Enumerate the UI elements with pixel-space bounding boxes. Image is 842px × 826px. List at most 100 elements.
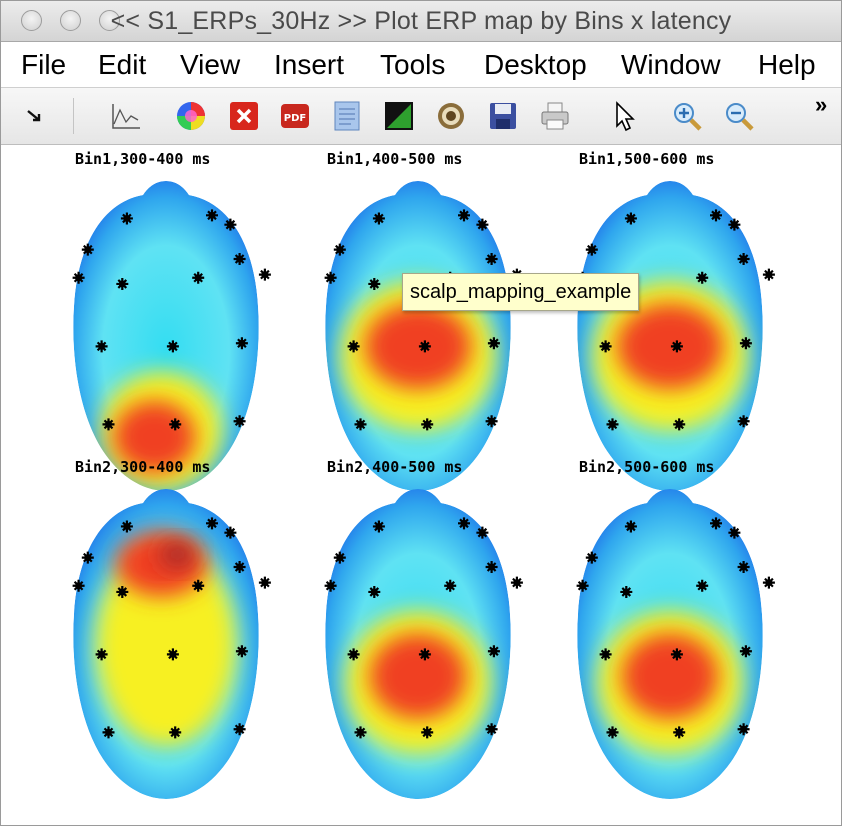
electrode-dot bbox=[742, 647, 750, 655]
electrode-dot bbox=[488, 725, 496, 733]
activation-blob bbox=[364, 303, 472, 389]
electrode-dot bbox=[478, 529, 486, 537]
scalp-map[interactable] bbox=[555, 181, 785, 493]
menu-insert[interactable]: Insert bbox=[274, 49, 345, 80]
document-icon[interactable] bbox=[331, 100, 363, 132]
electrode-dot bbox=[261, 579, 269, 587]
toolbar: PDF » bbox=[1, 88, 841, 145]
electrode-dot bbox=[327, 274, 335, 282]
electrode-dot bbox=[488, 255, 496, 263]
electrode-dot bbox=[105, 420, 112, 428]
electrode-dot bbox=[171, 420, 179, 428]
menu-desktop[interactable]: Desktop bbox=[484, 49, 587, 80]
close-figure-icon[interactable] bbox=[228, 100, 260, 132]
electrode-dot bbox=[370, 588, 378, 596]
electrode-dot bbox=[75, 582, 83, 590]
scalp-map[interactable] bbox=[555, 489, 785, 801]
target-icon[interactable] bbox=[435, 100, 467, 132]
pointer-icon[interactable] bbox=[608, 100, 640, 132]
electrode-dot bbox=[742, 339, 750, 347]
electrode-dot bbox=[627, 522, 635, 530]
electrode-dot bbox=[336, 246, 344, 254]
menu-help[interactable]: Help bbox=[758, 49, 816, 80]
electrode-dot bbox=[740, 255, 748, 263]
electrode-dot bbox=[226, 529, 234, 537]
scalp-map[interactable] bbox=[303, 489, 533, 801]
electrode-dot bbox=[238, 339, 246, 347]
menu-edit[interactable]: Edit bbox=[98, 49, 147, 80]
electrode-dot bbox=[579, 582, 587, 590]
svg-text:PDF: PDF bbox=[284, 113, 306, 124]
electrode-dot bbox=[602, 650, 610, 658]
print-icon[interactable] bbox=[539, 100, 571, 132]
electrode-dot bbox=[730, 529, 738, 537]
scalp-map[interactable] bbox=[303, 181, 533, 493]
electrode-dot bbox=[698, 274, 706, 282]
zoom-window-button[interactable] bbox=[99, 10, 120, 31]
electrode-dot bbox=[740, 563, 748, 571]
electrode-dot bbox=[602, 342, 610, 350]
scalp-map[interactable] bbox=[51, 181, 281, 493]
electrode-dot bbox=[226, 221, 234, 229]
color-toggle-icon[interactable] bbox=[383, 100, 415, 132]
menu-bar: File Edit View Insert Tools Desktop Wind… bbox=[1, 42, 841, 88]
electrode-dot bbox=[588, 246, 596, 254]
electrode-dot bbox=[712, 211, 720, 219]
electrode-dot bbox=[460, 211, 468, 219]
electrode-dot bbox=[350, 342, 358, 350]
dock-arrow-icon[interactable] bbox=[19, 100, 51, 132]
activation-blob bbox=[159, 541, 196, 568]
electrode-dot bbox=[171, 728, 179, 736]
electrode-dot bbox=[478, 221, 486, 229]
electrode-dot bbox=[698, 582, 706, 590]
line-plot-icon[interactable] bbox=[110, 100, 142, 132]
pdf-icon[interactable]: PDF bbox=[279, 100, 311, 132]
minimize-window-button[interactable] bbox=[60, 10, 81, 31]
scalp-map-title: Bin2,400-500 ms bbox=[327, 458, 463, 476]
electrode-dot bbox=[357, 420, 364, 428]
scalp-map[interactable] bbox=[51, 489, 281, 801]
scalp-map-title: Bin2,300-400 ms bbox=[75, 458, 211, 476]
electrode-dot bbox=[98, 650, 106, 658]
electrode-dot bbox=[765, 271, 773, 279]
electrode-dot bbox=[423, 420, 431, 428]
toolbar-overflow-button[interactable]: » bbox=[815, 92, 828, 117]
electrode-dot bbox=[370, 280, 378, 288]
save-icon[interactable] bbox=[487, 100, 519, 132]
close-window-button[interactable] bbox=[21, 10, 42, 31]
activation-blob bbox=[616, 303, 724, 389]
electrode-dot bbox=[105, 728, 112, 736]
electrode-dot bbox=[236, 725, 244, 733]
menu-view[interactable]: View bbox=[180, 49, 241, 80]
electrode-dot bbox=[730, 221, 738, 229]
electrode-dot bbox=[75, 274, 83, 282]
menu-file[interactable]: File bbox=[21, 49, 67, 80]
electrode-dot bbox=[609, 728, 616, 736]
figure-canvas: Bin1,300-400 ms Bin1,400-500 ms Bin1,500-6… bbox=[1, 145, 841, 825]
zoom-in-icon[interactable] bbox=[671, 100, 703, 132]
electrode-dot bbox=[236, 255, 244, 263]
electrode-dot bbox=[336, 554, 344, 562]
toolbar-separator bbox=[73, 98, 74, 134]
electrode-dot bbox=[740, 417, 748, 425]
electrode-dot bbox=[609, 420, 616, 428]
electrode-dot bbox=[588, 554, 596, 562]
electrode-dot bbox=[488, 563, 496, 571]
title-bar[interactable]: << S1_ERPs_30Hz >> Plot ERP map by Bins … bbox=[1, 1, 841, 42]
colormap-icon[interactable] bbox=[175, 100, 207, 132]
zoom-out-icon[interactable] bbox=[723, 100, 755, 132]
menu-window[interactable]: Window bbox=[621, 49, 721, 80]
scalp-map-title: Bin2,500-600 ms bbox=[579, 458, 715, 476]
electrode-dot bbox=[238, 647, 246, 655]
figure-tooltip: scalp_mapping_example bbox=[402, 273, 640, 311]
electrode-dot bbox=[421, 650, 429, 658]
electrode-dot bbox=[675, 420, 683, 428]
electrode-dot bbox=[675, 728, 683, 736]
electrode-dot bbox=[208, 211, 216, 219]
electrode-dot bbox=[194, 274, 202, 282]
menu-tools[interactable]: Tools bbox=[380, 49, 446, 80]
electrode-dot bbox=[98, 342, 106, 350]
electrode-dot bbox=[460, 519, 468, 527]
electrode-dot bbox=[123, 522, 131, 530]
electrode-dot bbox=[490, 339, 498, 347]
